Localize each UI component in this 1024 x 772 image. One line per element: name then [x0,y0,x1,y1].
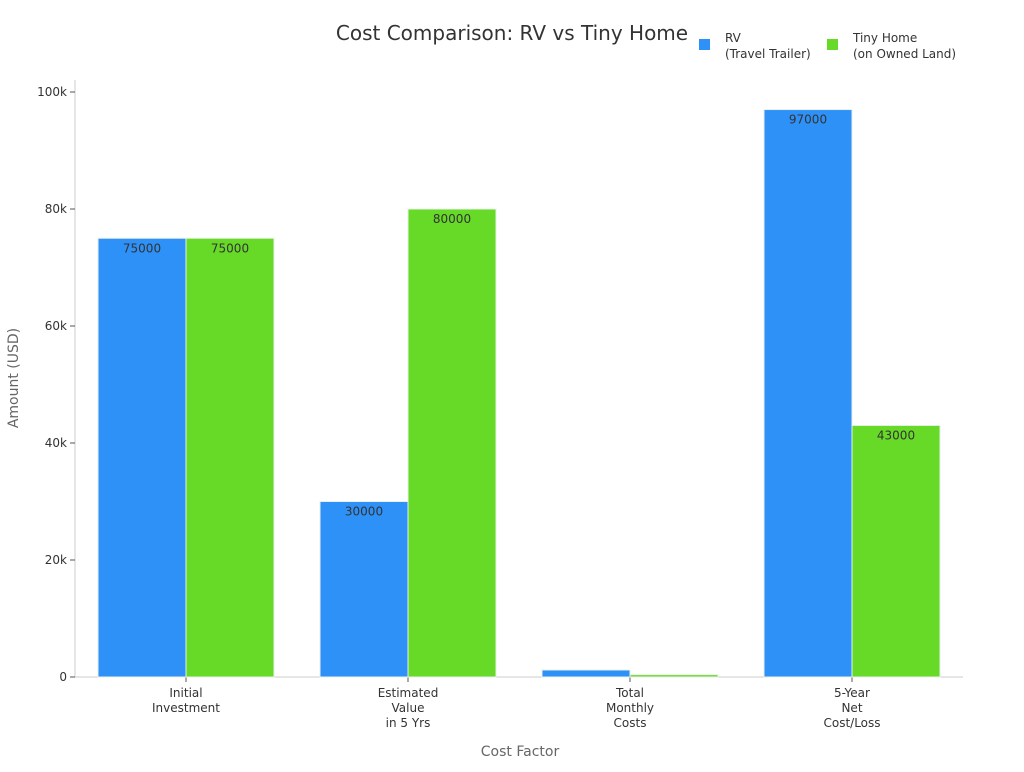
bar-rv [97,237,187,678]
y-tick-label: 60k [45,319,67,333]
y-tick-label: 100k [37,85,67,99]
legend-swatch [827,39,838,50]
bar-tiny-home [185,237,275,678]
data-label: 80000 [433,212,471,226]
x-axis-label: Cost Factor [481,744,560,760]
data-label: 30000 [345,505,383,519]
data-label: 75000 [123,241,161,255]
bar-tiny-home [851,424,941,678]
x-tick-label: 5-Year Net Cost/Loss [823,686,880,730]
legend-swatch [699,39,710,50]
x-tick-label: Estimated Value in 5 Yrs [378,686,439,730]
bar-rv [763,109,853,678]
bar-rv [319,501,409,678]
legend-label: Tiny Home (on Owned Land) [852,31,956,61]
y-axis-label: Amount (USD) [6,328,22,428]
x-tick-label: Initial Investment [152,686,220,715]
x-tick-label: Total Monthly Costs [606,686,654,730]
y-tick-label: 80k [45,202,67,216]
bar-rv [541,669,631,678]
y-tick-label: 20k [45,553,67,567]
legend-label: RV (Travel Trailer) [725,31,811,61]
data-label: 75000 [211,241,249,255]
y-tick-label: 0 [59,670,67,684]
data-label: 97000 [789,113,827,127]
y-tick-label: 40k [45,436,67,450]
data-label: 43000 [877,428,915,442]
bar-tiny-home [407,208,497,678]
bar-tiny-home [629,674,719,678]
chart-title: Cost Comparison: RV vs Tiny Home [336,21,688,45]
